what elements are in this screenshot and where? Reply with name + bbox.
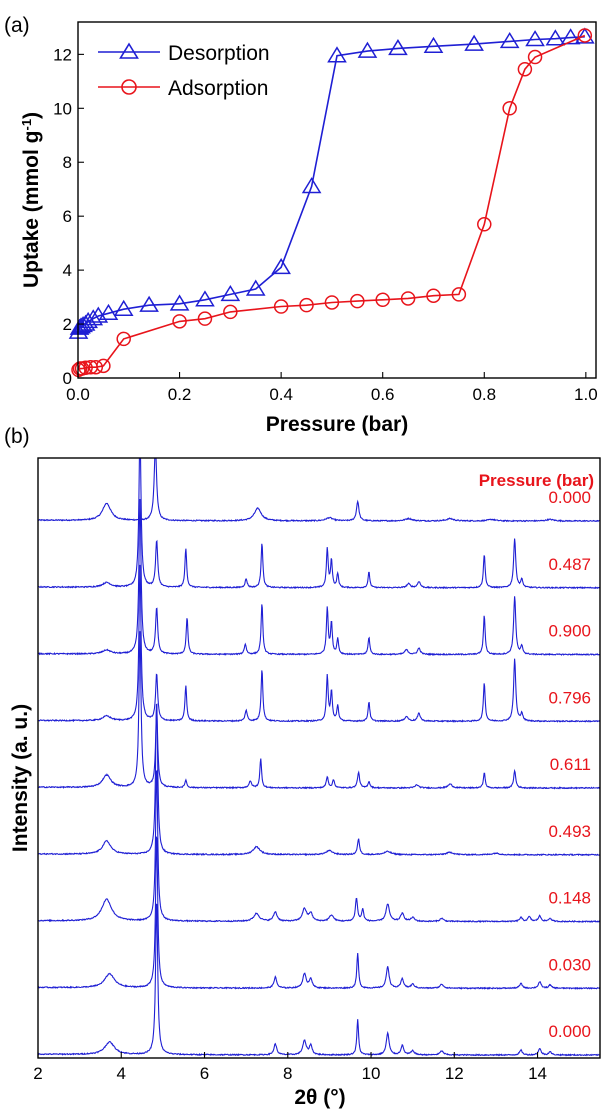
- legend-adsorption-marker: [121, 79, 137, 95]
- xrd-pattern-0.611: [38, 631, 600, 790]
- desorption-point: [545, 29, 566, 46]
- xrd-pattern-0.030: [38, 835, 600, 990]
- desorption-point: [98, 303, 119, 321]
- pressure-label: 0.000: [548, 488, 591, 507]
- pressure-label: 0.030: [548, 955, 591, 974]
- isotherm-x-tick-label: 0.2: [168, 385, 192, 404]
- desorption-point: [357, 41, 378, 58]
- isotherm-y-tick-label: 2: [63, 315, 72, 334]
- pressure-label: 0.611: [550, 755, 591, 774]
- desorption-point: [220, 284, 241, 302]
- adsorption-point: [400, 291, 416, 306]
- pressure-legend-title: Pressure (bar): [479, 471, 594, 490]
- isotherm-chart: 0.0 0.2 0.4 0.6 0.8 1.0 0 2 4 6 8 10 12 Pressure (b…: [19, 21, 598, 436]
- desorption-point: [88, 306, 109, 323]
- adsorption-point: [116, 331, 131, 347]
- adsorption-point: [197, 311, 213, 326]
- xrd-chart: 2 4 6 8 10 12 14 0.000 0.487 0.900 0.796 0.611 0.49…: [9, 457, 601, 1109]
- xrd-x-tick-label: 2: [33, 1064, 42, 1083]
- desorption-point: [169, 294, 190, 311]
- isotherm-x-tick-label: 1.0: [574, 385, 598, 404]
- legend-desorption-marker: [119, 42, 139, 59]
- desorption-point: [388, 38, 408, 56]
- legend-adsorption-label: Adsorption: [168, 77, 268, 100]
- isotherm-y-tick-label: 8: [63, 153, 72, 172]
- isotherm-desorption-line: [77, 36, 585, 333]
- isotherm-y-tick-label: 0: [63, 369, 72, 388]
- adsorption-point: [350, 293, 365, 309]
- panel-b-label: (b): [4, 425, 30, 448]
- desorption-point: [195, 290, 215, 307]
- isotherm-y-tick-label: 6: [63, 207, 72, 226]
- xrd-x-tick-label: 6: [200, 1064, 209, 1083]
- pressure-label: 0.487: [548, 555, 591, 574]
- pressure-label: 0.796: [548, 688, 591, 707]
- adsorption-point: [577, 28, 593, 43]
- desorption-point: [560, 28, 581, 45]
- xrd-plot-frame: [37, 457, 601, 1059]
- adsorption-point: [78, 360, 93, 376]
- xrd-x-tick-label: 12: [445, 1064, 464, 1083]
- desorption-point: [464, 34, 484, 51]
- adsorption-point: [273, 299, 289, 314]
- xrd-x-tick-label: 10: [362, 1064, 381, 1083]
- desorption-point: [301, 177, 322, 194]
- isotherm-x-tick-label: 0.0: [66, 385, 90, 404]
- desorption-point: [271, 257, 291, 275]
- xrd-pattern-0.796: [38, 564, 600, 723]
- isotherm-legend: Desorption Adsorption: [98, 42, 270, 100]
- isotherm-y-tick-label: 10: [53, 99, 72, 118]
- adsorption-point: [96, 358, 111, 374]
- adsorption-point: [517, 61, 533, 77]
- isotherm-y-axis-title: Uptake (mmol g-1): [19, 112, 44, 288]
- pressure-label: 0.000: [548, 1022, 591, 1041]
- isotherm-plot-frame: [77, 21, 597, 379]
- desorption-point: [525, 30, 545, 47]
- desorption-point: [327, 46, 347, 63]
- xrd-x-tick-label: 4: [117, 1064, 126, 1083]
- xrd-x-tick-label: 8: [283, 1064, 292, 1083]
- pressure-label: 0.148: [548, 889, 591, 908]
- desorption-point: [245, 279, 266, 296]
- adsorption-point: [299, 297, 314, 313]
- desorption-point: [83, 309, 104, 326]
- adsorption-point: [324, 295, 340, 310]
- xrd-pattern-0.000: [38, 903, 600, 1057]
- xrd-x-tick-label: 14: [528, 1064, 547, 1083]
- adsorption-point: [375, 292, 390, 308]
- isotherm-x-tick-label: 0.6: [371, 385, 395, 404]
- xrd-x-axis-title: 2θ (°): [294, 1086, 345, 1109]
- desorption-point: [574, 27, 595, 44]
- adsorption-point: [477, 217, 492, 232]
- xrd-y-axis-title: Intensity (a. u.): [9, 704, 32, 852]
- adsorption-point: [426, 288, 441, 303]
- desorption-point: [69, 318, 90, 335]
- legend-desorption-label: Desorption: [168, 42, 270, 65]
- isotherm-x-tick-label: 0.4: [269, 385, 293, 404]
- pressure-label: 0.493: [548, 822, 591, 841]
- adsorption-point: [527, 49, 543, 65]
- xrd-pattern-0.487: [38, 458, 600, 590]
- pressure-label: 0.900: [548, 622, 591, 641]
- panel-a-label: (a): [4, 14, 30, 37]
- desorption-point: [113, 299, 134, 316]
- xrd-pattern-0.493: [38, 703, 600, 857]
- adsorption-point: [223, 304, 238, 320]
- adsorption-point: [451, 287, 467, 302]
- adsorption-point: [172, 314, 187, 329]
- isotherm-y-tick-label: 4: [63, 261, 72, 280]
- desorption-point: [78, 311, 98, 329]
- desorption-point: [139, 295, 159, 312]
- isotherm-y-tick-label: 12: [53, 45, 72, 64]
- isotherm-x-axis-title: Pressure (bar): [266, 413, 408, 436]
- xrd-pattern-0.148: [38, 769, 600, 923]
- adsorption-point: [88, 359, 104, 375]
- xrd-pattern-0.000: [38, 458, 600, 523]
- adsorption-point: [502, 101, 517, 116]
- desorption-point: [423, 36, 444, 54]
- xrd-pattern-0.900: [38, 498, 600, 656]
- isotherm-x-tick-label: 0.8: [472, 385, 496, 404]
- desorption-point: [499, 31, 520, 49]
